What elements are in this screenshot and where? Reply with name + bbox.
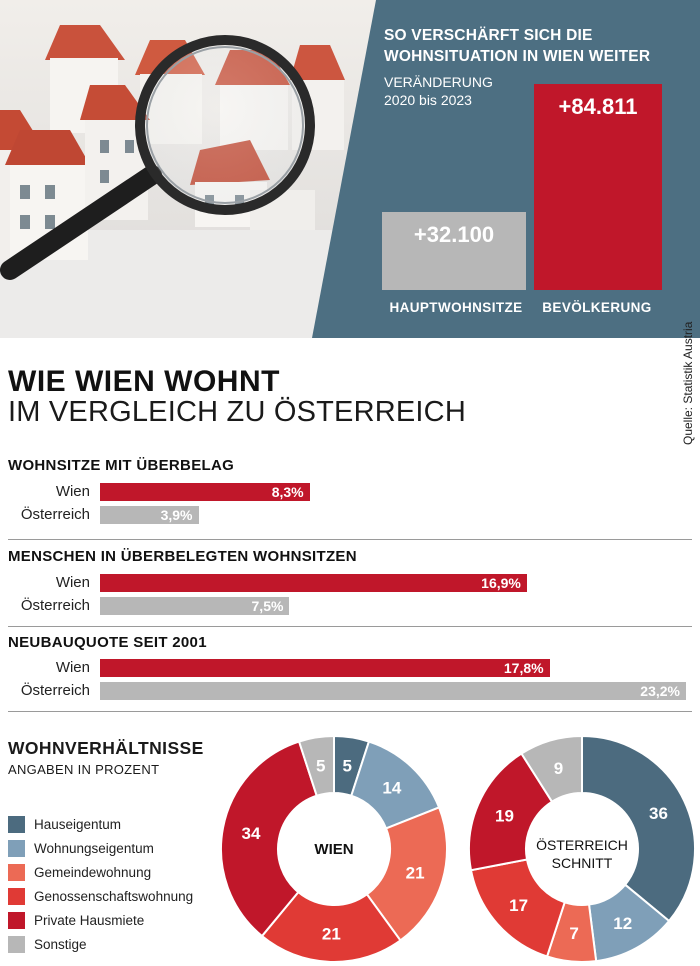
donut-slice-sonstige [520, 734, 583, 804]
bar-value-label: +84.811 [558, 94, 638, 119]
source-note: Quelle: Statistik Austria [681, 321, 695, 445]
bar-oesterreich-ueberbelag: 3,9% [100, 506, 199, 524]
section-title-menschen: MENSCHEN IN ÜBERBELEGTEN WOHNSITZEN [8, 548, 357, 565]
donut-slice-genossenschaftswohnung [260, 890, 402, 963]
bar-value-label: 23,2% [640, 683, 680, 699]
legend-swatch [8, 888, 25, 905]
donut-center-label-schnitt: SCHNITT [552, 855, 613, 871]
legend-label: Private Hausmiete [34, 913, 145, 928]
donut-value-label: 19 [495, 806, 514, 825]
page-subtitle: IM VERGLEICH ZU ÖSTERREICH [8, 396, 466, 428]
section-title-neubauquote: NEUBAUQUOTE SEIT 2001 [8, 634, 207, 651]
bar-wien-menschen: 16,9% [100, 574, 527, 592]
donut-center-label-wien: WIEN [314, 841, 353, 858]
donut-slice-gemeindewohnung [365, 806, 448, 942]
donut-value-label: 17 [509, 896, 528, 915]
legend-swatch [8, 936, 25, 953]
donut-value-label: 21 [406, 864, 425, 883]
bar-value-label: 7,5% [251, 598, 284, 614]
bar-value-label: +32.100 [413, 222, 495, 248]
donut-value-label: 34 [242, 824, 261, 843]
bar-value-label: 3,9% [160, 507, 193, 523]
donut-chart-wien: 5 14 21 21 34 5 WIEN [220, 734, 448, 963]
donut-slice-private hausmiete [220, 740, 318, 938]
donut-slice-private hausmiete [468, 752, 554, 872]
page-title: WIE WIEN WOHNT [8, 365, 280, 398]
legend-swatch [8, 840, 25, 857]
donut-value-label: 21 [322, 924, 341, 943]
row-label-oesterreich: Österreich [20, 682, 90, 699]
donut-center-label-oesterreich: ÖSTERREICH [536, 836, 628, 853]
bar-wien-ueberbelag: 8,3% [100, 483, 310, 501]
donut-value-label: 36 [649, 804, 668, 823]
section-title-wohnverhaeltnisse: WOHNVERHÄLTNISSE [8, 738, 204, 758]
header-subtitle-line1: VERÄNDERUNG [384, 74, 493, 90]
bar-hauptwohnsitze: +32.100 [382, 212, 526, 290]
row-label-oesterreich: Österreich [20, 597, 90, 614]
header-subtitle-line2: 2020 bis 2023 [384, 92, 472, 108]
legend-swatch [8, 816, 25, 833]
donut-value-label: 5 [342, 757, 351, 776]
donut-chart-oesterreich: 36 12 7 17 19 9 ÖSTERREICH SCHNITT [468, 734, 696, 963]
legend-label: Genossenschaftswohnung [34, 889, 194, 904]
section-title-ueberbelag: WOHNSITZE MIT ÜBERBELAG [8, 457, 235, 474]
bar-value-label: 17,8% [503, 660, 544, 676]
legend-label: Gemeindewohnung [34, 865, 152, 880]
donut-slice-hauseigentum [581, 734, 696, 923]
bar-wien-neubauquote: 17,8% [100, 659, 550, 677]
magnifying-glass-icon [0, 35, 315, 280]
donut-value-label: 9 [554, 759, 563, 778]
bar-value-label: 16,9% [481, 575, 521, 591]
donut-slice-sonstige [297, 734, 335, 798]
donut-value-label: 5 [316, 757, 325, 776]
divider [8, 711, 692, 712]
bar-value-label: 8,3% [271, 484, 304, 500]
legend-swatch [8, 912, 25, 929]
divider [8, 626, 692, 627]
section-subtitle-prozent: ANGABEN IN PROZENT [8, 762, 160, 777]
row-label-wien: Wien [55, 483, 90, 500]
donut-value-label: 7 [569, 924, 578, 943]
row-label-wien: Wien [55, 574, 90, 591]
header-title-line2: WOHNSITUATION IN WIEN WEITER [384, 48, 651, 65]
donut-value-label: 14 [382, 778, 401, 797]
bar-oesterreich-menschen: 7,5% [100, 597, 290, 615]
divider [8, 539, 692, 540]
donut-value-label: 12 [613, 914, 632, 933]
category-label-bevoelkerung: BEVÖLKERUNG [542, 300, 652, 315]
legend-swatch [8, 864, 25, 881]
bar-oesterreich-neubauquote: 23,2% [100, 682, 686, 700]
row-label-wien: Wien [55, 659, 90, 676]
header-title-line1: SO VERSCHÄRFT SICH DIE [384, 27, 593, 44]
row-label-oesterreich: Österreich [20, 506, 90, 523]
legend-label: Wohnungseigentum [34, 841, 154, 856]
legend-label: Sonstige [34, 937, 87, 952]
category-label-hauptwohnsitze: HAUPTWOHNSITZE [389, 300, 523, 315]
legend-label: Hauseigentum [34, 817, 122, 832]
bar-bevoelkerung: +84.811 [534, 84, 662, 290]
